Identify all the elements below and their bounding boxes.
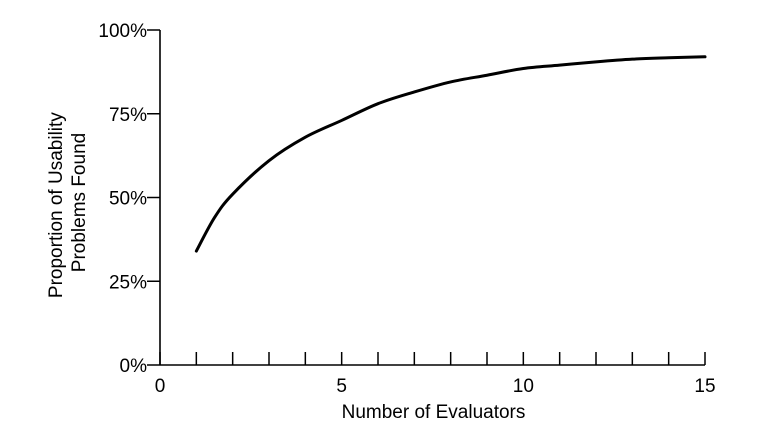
y-tick-label: 50%	[109, 189, 147, 210]
x-tick-label: 5	[336, 376, 347, 397]
y-tick-label: 100%	[98, 21, 147, 42]
series-line	[194, 55, 707, 253]
x-tick-label: 0	[155, 376, 166, 397]
x-tick-label: 15	[694, 376, 715, 397]
y-tick-label: 0%	[120, 356, 148, 377]
series-layer	[194, 55, 707, 253]
x-axis-title: Number of Evaluators	[342, 402, 526, 423]
y-axis-title-line-1: Proportion of Usability	[46, 112, 67, 298]
axes	[159, 30, 705, 366]
ticks: 0% 25% 50% 75% 100% 0 5 10 15	[98, 21, 715, 397]
x-tick-label: 10	[513, 376, 534, 397]
y-axis-title-line-2: Problems Found	[69, 133, 90, 272]
y-tick-label: 25%	[109, 272, 147, 293]
y-axis-title: Proportion of Usability Problems Found	[46, 107, 90, 298]
y-tick-label: 75%	[109, 105, 147, 126]
